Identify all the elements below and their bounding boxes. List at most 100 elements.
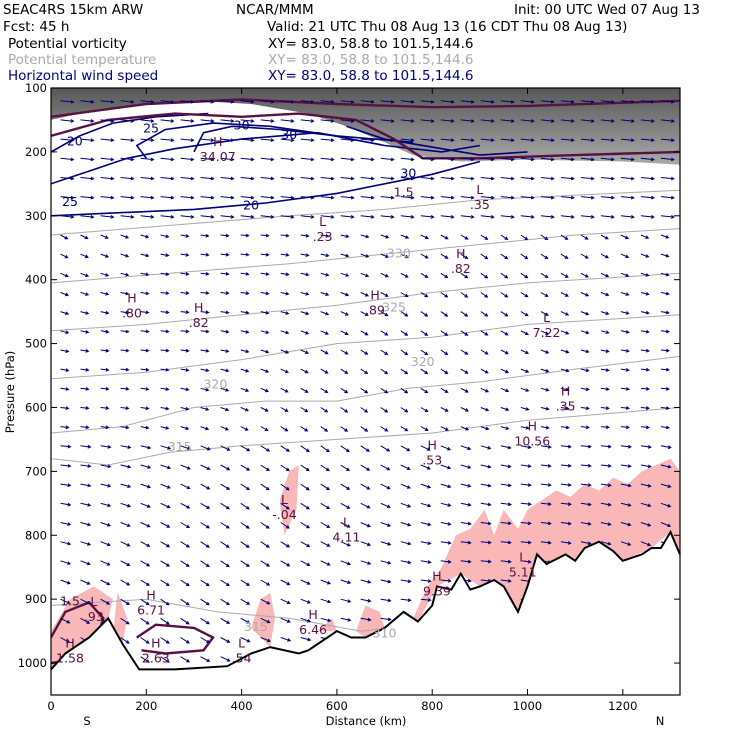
wind-vector-46 (360, 119, 375, 123)
wind-vector-722 (240, 541, 250, 548)
wind-vector-816 (260, 598, 271, 605)
wind-vector-514 (420, 407, 429, 413)
wind-vector-291 (300, 272, 310, 277)
wind-vector-400 (620, 330, 630, 334)
wind-vector-141 (400, 176, 415, 181)
wind-vector-731 (420, 541, 432, 545)
wind-vector-177 (500, 195, 515, 200)
extremum-value-18: 2.63 (142, 651, 170, 666)
wind-vector-348 (200, 310, 210, 315)
wind-vector-810 (140, 598, 150, 606)
low-pv-region-6 (403, 458, 680, 622)
wind-vector-428 (560, 349, 570, 354)
wind-vector-387 (360, 330, 369, 336)
wind-vector-21 (480, 99, 495, 104)
wind-vector-131 (200, 176, 215, 181)
wind-vector-760 (380, 560, 392, 565)
wind-vector-553 (580, 425, 590, 430)
wind-vector-604 (360, 464, 371, 471)
wind-vector-42 (280, 119, 295, 123)
wind-vector-764 (460, 559, 472, 564)
wind-vector-878 (260, 637, 271, 643)
wind-vector-593 (140, 464, 152, 469)
wind-vector-164 (240, 195, 255, 200)
wind-vector-302 (520, 272, 529, 279)
extremum-marker-18: H (151, 636, 160, 651)
wind-vector-415 (300, 349, 309, 354)
wind-vector-54 (520, 119, 535, 123)
wind-vector-797 (500, 579, 512, 583)
wind-vector-544 (400, 426, 409, 432)
wind-vector-456 (500, 368, 510, 374)
wind-vector-292 (320, 272, 330, 277)
extremum-marker-6: H (370, 287, 379, 302)
wind-vector-668 (400, 502, 412, 508)
wind-vector-229 (300, 233, 310, 238)
wind-vector-533 (180, 426, 190, 430)
wind-vector-588 (660, 445, 672, 450)
wind-vector-406 (120, 348, 130, 353)
extremum-marker-5: H (194, 300, 203, 315)
wind-vector-674 (520, 502, 532, 506)
wind-vector-211 (560, 214, 575, 219)
wind-vector-815 (240, 598, 251, 605)
wind-vector-172 (400, 195, 415, 200)
wind-vector-725 (300, 541, 311, 548)
wind-vector-86 (540, 138, 555, 143)
wind-vector-782 (200, 579, 210, 587)
wind-vector-746 (100, 560, 111, 566)
wind-vector-441 (200, 368, 210, 373)
wind-vector-675 (540, 502, 552, 506)
extremum-marker-11: L (281, 492, 288, 507)
wind-vector-106 (320, 157, 335, 162)
wind-vector-58 (600, 119, 615, 123)
wind-vector-905 (180, 656, 191, 663)
wind-vector-584 (580, 444, 592, 449)
wind-vector-619 (660, 464, 672, 469)
wind-vector-632 (300, 483, 310, 491)
wind-vector-711 (640, 522, 652, 527)
wind-vector-793 (420, 579, 432, 583)
wind-vector-163 (220, 195, 235, 200)
extremum-value-13: 5.11 (509, 564, 537, 579)
wind-vector-785 (260, 579, 271, 586)
wind-vector-329 (440, 292, 449, 298)
wind-vector-262 (340, 253, 350, 258)
wind-vector-43 (300, 119, 315, 123)
wind-vector-364 (520, 311, 529, 317)
wind-vector-343 (100, 310, 110, 315)
wind-vector-904 (160, 656, 170, 663)
wind-vector-664 (320, 502, 331, 510)
wind-vector-449 (360, 368, 369, 375)
wind-vector-301 (500, 272, 509, 279)
wind-vector-521 (560, 406, 570, 411)
extremum-value-6: .89 (365, 302, 385, 317)
wind-vector-818 (300, 598, 311, 604)
wind-vector-115 (500, 157, 515, 162)
wind-vector-239 (500, 234, 509, 240)
wind-vector-353 (300, 311, 310, 316)
wind-vector-61 (660, 119, 675, 123)
wind-vector-742 (640, 541, 652, 547)
wind-vector-170 (360, 195, 375, 200)
wind-vector-102 (240, 157, 255, 162)
wind-vector-129 (160, 176, 175, 181)
wind-vector-217 (60, 234, 69, 240)
wind-vector-508 (300, 407, 309, 413)
wind-vector-15 (360, 99, 375, 104)
wind-vector-224 (200, 233, 210, 238)
wind-vector-654 (120, 502, 132, 508)
wind-vector-91 (640, 138, 655, 143)
wind-vector-419 (380, 349, 389, 355)
wind-vector-569 (280, 445, 291, 452)
pv-contour-line-3 (136, 623, 215, 655)
wind-vector-666 (360, 502, 371, 509)
wind-vector-763 (440, 559, 452, 564)
isotach-label-5: 25 (62, 194, 78, 209)
wind-vector-250 (100, 253, 110, 258)
wind-vector-608 (440, 464, 452, 470)
wind-vector-190 (140, 214, 155, 219)
wind-vector-879 (280, 637, 292, 642)
extremum-marker-16: L (90, 594, 97, 609)
isotach-line-5 (51, 112, 209, 153)
